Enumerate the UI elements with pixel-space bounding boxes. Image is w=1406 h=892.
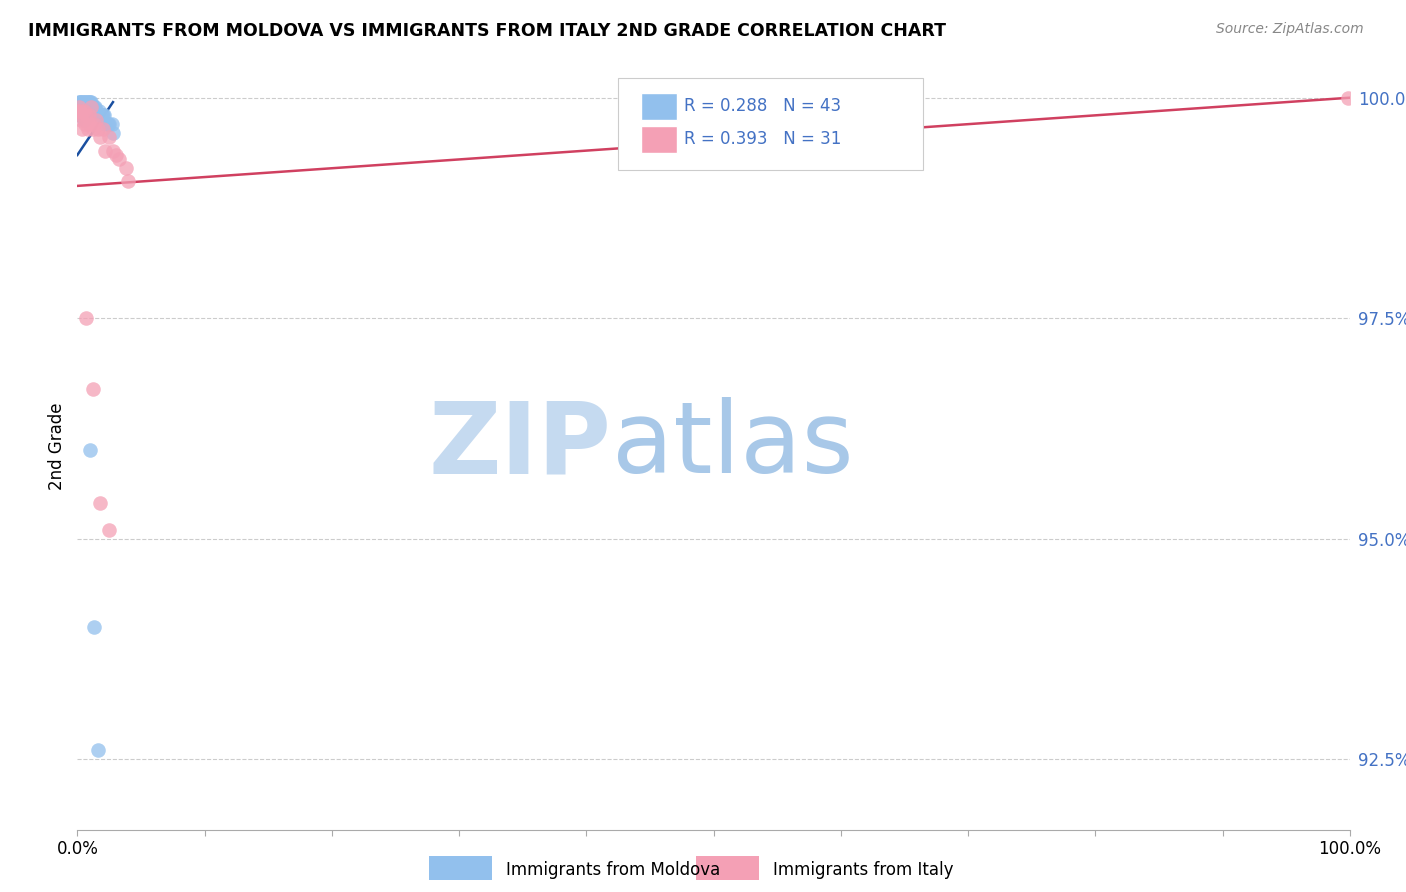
- Text: ZIP: ZIP: [429, 398, 612, 494]
- Y-axis label: 2nd Grade: 2nd Grade: [48, 402, 66, 490]
- Point: [101, 144, 124, 158]
- Point: [86, 103, 108, 118]
- Point: [80, 99, 103, 113]
- Point: [82, 382, 104, 396]
- Point: [72, 95, 94, 109]
- Point: [73, 99, 96, 113]
- FancyBboxPatch shape: [411, 849, 512, 887]
- Point: [104, 148, 127, 162]
- Point: [75, 95, 97, 109]
- Point: [76, 121, 98, 136]
- Point: [117, 174, 139, 188]
- Point: [82, 121, 104, 136]
- Point: [83, 117, 105, 131]
- Point: [67, 99, 90, 113]
- Point: [98, 130, 121, 145]
- Point: [77, 108, 100, 122]
- Point: [98, 523, 121, 537]
- Point: [77, 95, 100, 109]
- Point: [66, 99, 89, 113]
- Point: [86, 112, 108, 127]
- Point: [73, 95, 96, 109]
- Point: [73, 95, 96, 109]
- Text: R = 0.288   N = 43: R = 0.288 N = 43: [685, 97, 841, 115]
- Point: [100, 117, 122, 131]
- Point: [79, 443, 101, 458]
- Point: [79, 95, 101, 109]
- Text: R = 0.393   N = 31: R = 0.393 N = 31: [685, 130, 842, 148]
- Point: [98, 117, 121, 131]
- Point: [69, 95, 91, 109]
- FancyBboxPatch shape: [678, 849, 779, 887]
- Point: [69, 108, 91, 122]
- Point: [70, 108, 93, 122]
- Point: [69, 99, 91, 113]
- Point: [76, 95, 98, 109]
- Point: [79, 117, 101, 131]
- FancyBboxPatch shape: [641, 93, 676, 120]
- Point: [91, 108, 114, 122]
- Point: [75, 108, 97, 122]
- Point: [84, 99, 107, 113]
- Point: [67, 95, 90, 109]
- Text: Immigrants from Italy: Immigrants from Italy: [773, 861, 953, 879]
- Point: [94, 144, 117, 158]
- Point: [89, 108, 111, 122]
- Point: [82, 99, 104, 113]
- Point: [97, 117, 120, 131]
- Point: [89, 496, 111, 510]
- Point: [75, 103, 97, 118]
- Point: [70, 99, 93, 113]
- Text: atlas: atlas: [612, 398, 853, 494]
- Point: [70, 108, 93, 122]
- Point: [86, 108, 108, 122]
- Text: Source: ZipAtlas.com: Source: ZipAtlas.com: [1216, 22, 1364, 37]
- Point: [73, 103, 96, 118]
- Point: [108, 153, 131, 167]
- Text: IMMIGRANTS FROM MOLDOVA VS IMMIGRANTS FROM ITALY 2ND GRADE CORRELATION CHART: IMMIGRANTS FROM MOLDOVA VS IMMIGRANTS FR…: [28, 22, 946, 40]
- Point: [83, 99, 105, 113]
- Point: [86, 121, 108, 136]
- Point: [70, 95, 93, 109]
- Point: [83, 620, 105, 634]
- Point: [89, 130, 111, 145]
- Point: [70, 112, 93, 127]
- Point: [77, 108, 100, 122]
- Point: [87, 103, 110, 118]
- Point: [86, 743, 108, 757]
- Point: [73, 112, 96, 127]
- Text: Immigrants from Moldova: Immigrants from Moldova: [506, 861, 720, 879]
- Point: [93, 108, 115, 122]
- Point: [91, 121, 114, 136]
- Point: [67, 103, 90, 118]
- Point: [114, 161, 136, 176]
- Point: [66, 103, 89, 118]
- Point: [73, 117, 96, 131]
- FancyBboxPatch shape: [641, 126, 676, 153]
- Point: [72, 108, 94, 122]
- Point: [76, 99, 98, 113]
- Point: [94, 117, 117, 131]
- Point: [72, 121, 94, 136]
- Point: [73, 99, 96, 113]
- Point: [75, 311, 97, 326]
- Point: [79, 103, 101, 118]
- FancyBboxPatch shape: [619, 78, 924, 169]
- Point: [80, 95, 103, 109]
- Point: [101, 126, 124, 140]
- Point: [90, 108, 112, 122]
- Point: [1337, 91, 1360, 105]
- Point: [69, 103, 91, 118]
